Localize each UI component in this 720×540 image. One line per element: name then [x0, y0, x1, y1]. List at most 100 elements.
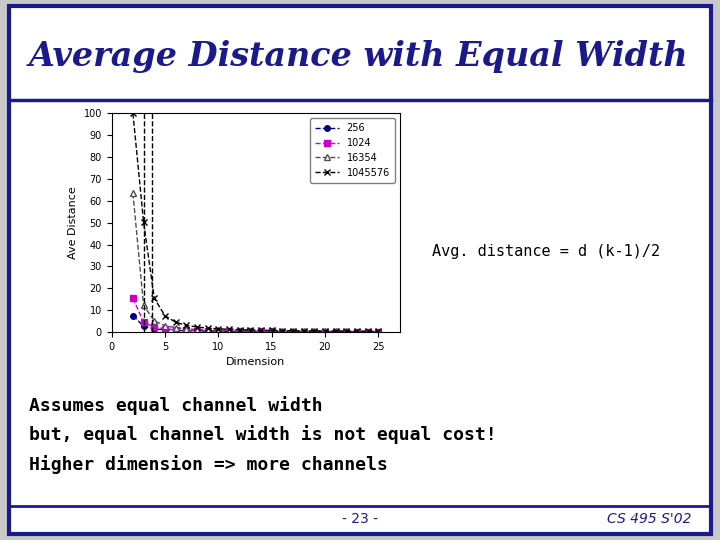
- 1024: [225, 328, 233, 334]
- Text: Avg. distance = d (k-1)/2: Avg. distance = d (k-1)/2: [432, 244, 660, 259]
- 1024: [246, 328, 255, 335]
- 16354: [235, 327, 244, 334]
- 1024: [139, 319, 148, 326]
- 256: [342, 328, 351, 335]
- 256: [171, 327, 180, 334]
- 1045576: [364, 328, 372, 334]
- 16354: [246, 328, 255, 334]
- 1024: [171, 327, 180, 333]
- 16354: [342, 328, 351, 335]
- 16354: [171, 325, 180, 331]
- 1024: [300, 328, 308, 335]
- 16354: [331, 328, 340, 335]
- 16354: [203, 327, 212, 333]
- 256: [150, 326, 158, 332]
- 256: [161, 327, 169, 333]
- 1024: [331, 328, 340, 335]
- 256: [320, 328, 329, 335]
- 1024: [150, 324, 158, 330]
- X-axis label: Dimension: Dimension: [226, 357, 285, 367]
- 16354: [300, 328, 308, 335]
- 256: [278, 328, 287, 335]
- 256: [256, 328, 265, 335]
- 1045576: [374, 328, 382, 334]
- 256: [139, 323, 148, 329]
- Line: 16354: 16354: [130, 191, 381, 334]
- 1024: [161, 326, 169, 332]
- Y-axis label: Ave Distance: Ave Distance: [68, 186, 78, 259]
- 16354: [353, 328, 361, 335]
- 1045576: [161, 313, 169, 319]
- Text: - 23 -: - 23 -: [342, 512, 378, 526]
- 16354: [161, 322, 169, 329]
- 1024: [342, 328, 351, 335]
- Line: 1024: 1024: [130, 295, 381, 334]
- 1045576: [353, 328, 361, 334]
- 256: [353, 328, 361, 335]
- 256: [129, 313, 138, 319]
- 1024: [267, 328, 276, 335]
- 16354: [129, 190, 138, 197]
- 1045576: [278, 327, 287, 334]
- 16354: [256, 328, 265, 334]
- 16354: [139, 302, 148, 309]
- 16354: [267, 328, 276, 334]
- 256: [235, 328, 244, 335]
- 256: [374, 328, 382, 335]
- 1024: [310, 328, 318, 335]
- 256: [182, 328, 191, 334]
- 1024: [256, 328, 265, 335]
- 1024: [129, 295, 138, 301]
- 1045576: [171, 319, 180, 326]
- Line: 1045576: 1045576: [130, 111, 381, 334]
- 1024: [278, 328, 287, 335]
- 1045576: [256, 327, 265, 334]
- 1024: [289, 328, 297, 335]
- 256: [225, 328, 233, 335]
- 256: [267, 328, 276, 335]
- 256: [214, 328, 222, 334]
- 1045576: [267, 327, 276, 334]
- 1024: [353, 328, 361, 335]
- 256: [310, 328, 318, 335]
- 1024: [193, 327, 202, 334]
- 1045576: [150, 295, 158, 301]
- 256: [246, 328, 255, 335]
- 16354: [364, 328, 372, 335]
- Text: Average Distance with Equal Width: Average Distance with Equal Width: [29, 40, 688, 73]
- 1024: [203, 328, 212, 334]
- 1045576: [182, 322, 191, 328]
- 1045576: [300, 328, 308, 334]
- 1045576: [214, 326, 222, 332]
- 16354: [289, 328, 297, 334]
- 1045576: [139, 219, 148, 225]
- FancyBboxPatch shape: [9, 6, 711, 534]
- 1045576: [246, 327, 255, 333]
- 256: [289, 328, 297, 335]
- 256: [203, 328, 212, 334]
- 1045576: [225, 326, 233, 333]
- 1045576: [331, 328, 340, 334]
- 16354: [182, 326, 191, 332]
- 256: [331, 328, 340, 335]
- 1045576: [193, 324, 202, 330]
- 256: [300, 328, 308, 335]
- 16354: [320, 328, 329, 335]
- 1045576: [289, 327, 297, 334]
- 1045576: [320, 328, 329, 334]
- 1024: [214, 328, 222, 334]
- 1045576: [235, 327, 244, 333]
- Line: 256: 256: [130, 313, 381, 335]
- 1045576: [129, 110, 138, 117]
- 256: [364, 328, 372, 335]
- 1024: [182, 327, 191, 334]
- 1024: [320, 328, 329, 335]
- 1045576: [203, 325, 212, 332]
- 1045576: [342, 328, 351, 334]
- 256: [193, 328, 202, 334]
- 16354: [278, 328, 287, 334]
- 16354: [193, 326, 202, 333]
- 16354: [214, 327, 222, 334]
- 16354: [374, 328, 382, 335]
- 16354: [310, 328, 318, 335]
